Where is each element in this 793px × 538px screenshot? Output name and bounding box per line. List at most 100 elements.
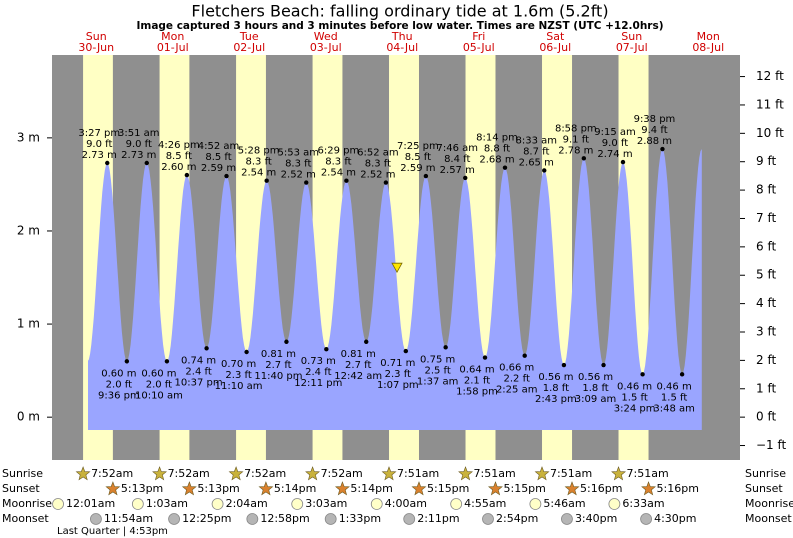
tide-point [105,160,110,166]
tide-point [284,339,289,344]
tide-label: 8.3 ft [365,159,391,170]
tide-label: 7:25 pm [397,141,439,152]
tide-label: 2.59 m [201,163,236,174]
sunset-time: 5:14pm [274,482,316,495]
tide-label: 2.60 m [161,162,196,173]
moon-phase: Last Quarter | 4:53pm [57,526,168,537]
tide-label: 2.0 ft [106,379,132,390]
y2-tick-label: −1 ft [756,438,787,452]
tide-label: 10:37 pm [175,377,223,388]
tide-label: 7:46 am [436,143,478,154]
tide-label: 8:33 am [515,135,557,146]
sunset-time: 5:16pm [580,482,622,495]
date-label: 06-Jul [539,41,571,54]
row-label: Moonrise [2,497,52,510]
sunset-icon [181,481,197,496]
tide-label: 12:42 am [334,371,382,382]
sunrise-icon [228,466,244,481]
moonset-icon [324,513,337,525]
row-label: Sunset [745,482,783,495]
moonset-time: 12:25pm [182,512,231,525]
tide-label: 8.8 ft [484,144,510,155]
tide-point [204,346,209,351]
tide-point [244,349,249,355]
tide-point [502,165,508,170]
tide-point [304,180,309,185]
moonrise-time: 1:03am [146,497,188,510]
y2-tick-label: 8 ft [756,183,776,197]
sunset-time: 5:13pm [197,482,239,495]
tide-point [423,173,429,179]
tide-point [324,347,329,352]
sunset-icon [334,481,350,496]
tide-label: 2:43 pm [535,394,577,405]
sunrise-icon [534,466,550,481]
tide-label: 0.60 m [101,368,136,379]
tide-label: 0.56 m [578,372,613,383]
moonset-icon [168,513,180,525]
chart-title: Fletchers Beach: falling ordinary tide a… [191,2,608,21]
moonset-time: 3:40pm [575,512,617,525]
tide-point [660,146,665,152]
sunrise-time: 7:51am [474,467,516,480]
tide-point [522,353,527,358]
moonset-time: 2:11pm [417,512,459,525]
tide-label: 8.3 ft [285,159,311,170]
row-label: Moonset [745,512,792,525]
moonset-time: 1:33pm [339,512,381,525]
tide-label: 2.5 ft [424,365,450,376]
moonrise-icon [52,498,64,510]
tide-label: 8.3 ft [245,157,271,168]
sunset-time: 5:14pm [350,482,392,495]
sunset-time: 5:15pm [427,482,469,495]
tide-point [581,156,587,161]
tide-label: 1:37 am [417,376,459,387]
tide-point [482,355,488,360]
tide-label: 2.74 m [597,149,632,160]
weekday-label: Sat [546,30,565,43]
y2-tick-label: 7 ft [756,211,776,225]
tide-label: 0.56 m [538,372,573,383]
tide-label: 1:07 pm [377,380,419,391]
tide-label: 12:11 pm [294,378,342,389]
y-tick-label: 0 m [17,410,40,424]
row-label: Moonset [2,512,49,525]
row-label: Sunset [2,482,40,495]
date-label: 08-Jul [692,41,724,54]
tide-label: 0.81 m [341,349,376,360]
tide-label: 4:52 am [198,141,240,152]
tide-label: 4:26 pm [158,140,200,151]
tide-label: 0.46 m [617,381,652,392]
moonrise-icon [370,498,383,510]
tide-point [124,359,130,364]
tide-point [364,339,369,344]
tide-label: 2.7 ft [265,360,291,371]
sunrise-time: 7:52am [244,467,286,480]
tide-label: 0.66 m [499,363,534,374]
tide-label: 8.5 ft [166,151,192,162]
tide-label: 2.65 m [519,157,554,168]
tide-label: 8.4 ft [444,154,470,165]
tide-label: 9:15 am [594,127,636,138]
tide-label: 9.4 ft [641,125,667,136]
moonrise-time: 4:00am [385,497,427,510]
tide-point [184,172,190,178]
tide-label: 1:58 pm [456,387,498,398]
tide-area [88,149,702,430]
tide-label: 8:58 pm [555,123,597,134]
moonrise-icon [608,498,621,510]
y2-tick-label: 2 ft [756,353,776,367]
moonset-icon [640,513,652,525]
tide-point [542,168,547,173]
tide-point [144,160,149,166]
tide-label: 3:24 pm [614,403,656,414]
tide-point [443,345,448,350]
moonrise-time: 12:01am [66,497,115,510]
sunrise-time: 7:51am [397,467,439,480]
tide-label: 8.7 ft [523,146,549,157]
y2-tick-label: 5 ft [756,268,776,282]
tide-label: 2.68 m [479,155,514,166]
sunrise-icon [75,466,91,481]
moonset-icon [561,513,573,525]
